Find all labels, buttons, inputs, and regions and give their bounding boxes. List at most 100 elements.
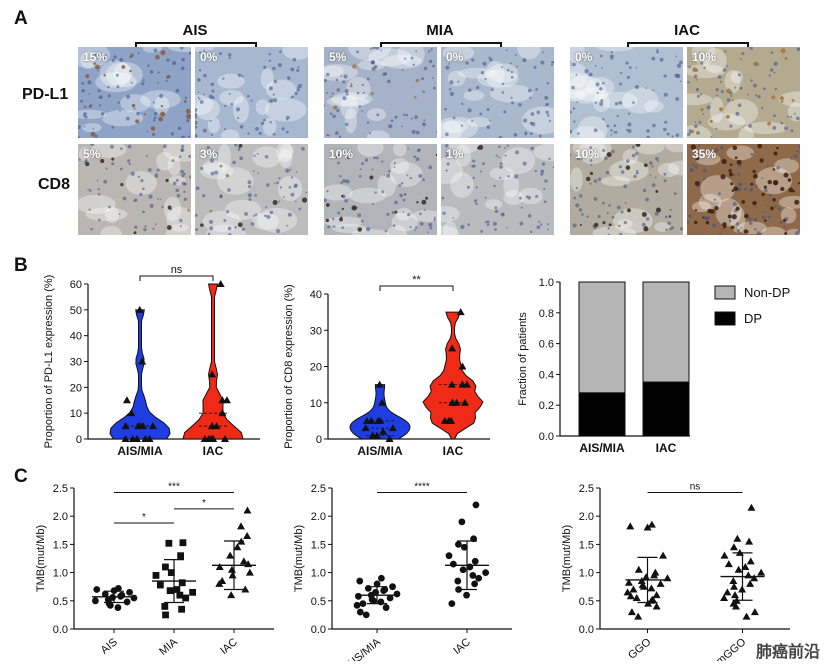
nucleus-dot (634, 85, 639, 90)
tissue-space (411, 210, 437, 222)
stain-dot (730, 182, 734, 186)
tissue-space (105, 206, 120, 224)
tissue-space (575, 87, 609, 102)
stain-dot (325, 218, 330, 223)
data-point-square (178, 579, 186, 587)
nucleus-dot (111, 162, 115, 166)
data-point-triangle (209, 435, 218, 442)
nucleus-dot (298, 207, 302, 211)
tile-percent-label: 0% (446, 50, 464, 64)
nucleus-dot (337, 161, 340, 165)
nucleus-dot (99, 95, 103, 99)
nucleus-dot (402, 198, 406, 202)
nucleus-dot (98, 104, 102, 107)
nucleus-dot (234, 144, 238, 147)
nucleus-dot (538, 220, 541, 223)
tile-percent-label: 0% (575, 50, 593, 64)
tissue-space (744, 121, 788, 135)
nucleus-dot (81, 82, 85, 85)
nucleus-dot (533, 65, 537, 69)
nucleus-dot (635, 66, 638, 69)
nucleus-dot (669, 208, 672, 212)
nucleus-dot (576, 100, 579, 103)
nucleus-dot (698, 120, 702, 124)
tissue-space (224, 199, 262, 221)
stain-dot (743, 229, 749, 234)
nucleus-dot (493, 184, 496, 188)
nucleus-dot (119, 57, 124, 62)
nucleus-dot (154, 111, 158, 116)
tile-percent-label: 5% (329, 50, 347, 64)
significance-bracket (379, 285, 454, 291)
y-tick-label: 1.0 (53, 568, 68, 580)
nucleus-dot (546, 114, 550, 117)
stain-dot (103, 74, 106, 77)
nucleus-dot (140, 178, 144, 183)
stain-dot (720, 174, 726, 180)
data-point-triangle (647, 584, 656, 592)
tissue-texture (570, 47, 683, 138)
nucleus-dot (589, 150, 592, 153)
data-point-square (161, 603, 169, 610)
stain-dot (111, 157, 115, 161)
nucleus-dot (452, 217, 454, 219)
nucleus-dot (449, 91, 455, 96)
nucleus-dot (399, 193, 403, 198)
y-tick-label: 0.8 (539, 308, 554, 320)
nucleus-dot (503, 110, 507, 114)
nucleus-dot (257, 172, 260, 174)
y-tick-label: 1.5 (579, 539, 594, 551)
nucleus-dot (687, 81, 690, 84)
stain-dot (780, 48, 786, 54)
micrograph-tile: 5% (78, 144, 191, 235)
nucleus-dot (631, 153, 636, 158)
nucleus-dot (180, 144, 185, 148)
nucleus-dot (522, 58, 527, 63)
data-point-square (173, 586, 181, 593)
tissue-space (256, 207, 298, 233)
nucleus-dot (148, 168, 152, 172)
nucleus-dot (382, 72, 387, 77)
nucleus-dot (239, 156, 244, 161)
nucleus-dot (777, 207, 782, 211)
nucleus-dot (652, 89, 655, 92)
nucleus-dot (550, 63, 554, 66)
nucleus-dot (755, 94, 758, 97)
nucleus-dot (625, 159, 630, 163)
nucleus-dot (107, 85, 110, 89)
nucleus-dot (752, 83, 757, 88)
stain-dot (129, 55, 133, 59)
nucleus-dot (688, 65, 691, 69)
data-point-triangle (385, 435, 394, 442)
nucleus-dot (595, 82, 600, 87)
nucleus-dot (180, 66, 185, 71)
significance-label: **** (414, 482, 430, 493)
tissue-space (635, 144, 665, 155)
tissue-space (687, 125, 713, 138)
nucleus-dot (575, 186, 578, 190)
nucleus-dot (656, 48, 659, 51)
tissue-space (276, 144, 293, 163)
data-point-circle (389, 583, 396, 591)
stain-dot (782, 218, 787, 223)
nucleus-dot (544, 95, 549, 100)
nucleus-dot (386, 212, 390, 216)
nucleus-dot (361, 83, 364, 87)
stain-dot (753, 61, 758, 67)
nucleus-dot (381, 160, 384, 163)
tissue-space (466, 117, 491, 128)
stain-dot (606, 152, 612, 158)
nucleus-dot (148, 194, 153, 199)
x-category-label: AIS/MIA (344, 636, 383, 661)
nucleus-dot (218, 52, 223, 56)
nucleus-dot (504, 154, 507, 157)
data-point-circle (123, 598, 131, 606)
nucleus-dot (188, 135, 191, 138)
stain-dot (700, 108, 704, 112)
nucleus-dot (296, 88, 300, 92)
nucleus-dot (552, 166, 554, 169)
nucleus-dot (541, 162, 546, 166)
nucleus-dot (113, 55, 117, 59)
nucleus-dot (675, 97, 680, 101)
nucleus-dot (285, 118, 288, 121)
